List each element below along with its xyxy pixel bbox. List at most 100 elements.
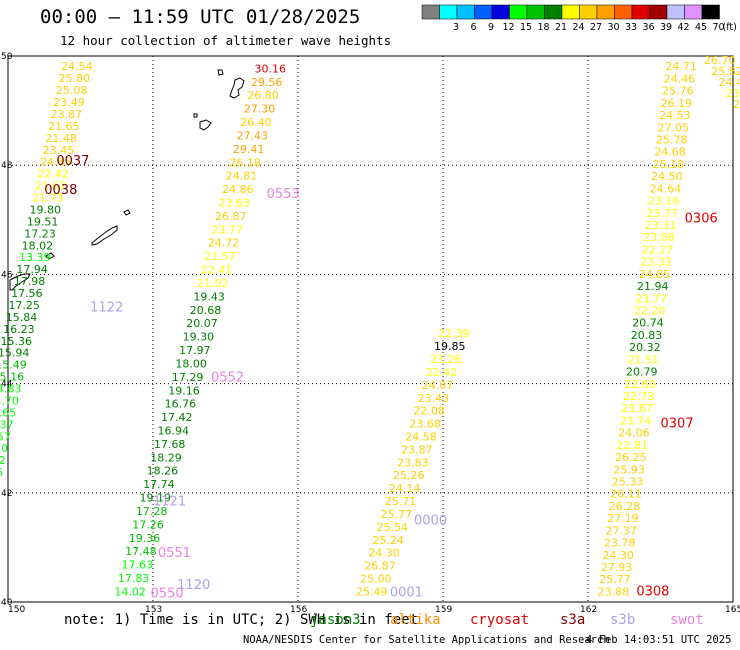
swh-label: 23.26: [430, 353, 462, 366]
satellite-jason3: jason3: [310, 612, 361, 628]
swh-label: 24.53: [659, 109, 691, 122]
legend-swatch: [544, 4, 563, 20]
swh-label: 22.39: [438, 327, 470, 340]
swh-label: 25.71: [385, 495, 417, 508]
chart-title: 00:00 — 11:59 UTC 01/28/2025: [40, 6, 361, 28]
island-shape: [9, 273, 31, 291]
swh-label: 25.18: [653, 158, 685, 171]
swh-label: 24.06: [618, 427, 650, 440]
swh-label: 23.33: [640, 256, 672, 269]
swh-label: 17.29: [172, 371, 204, 384]
swh-label: 21.48: [45, 132, 76, 145]
y-tick-label: 40: [1, 598, 13, 608]
swh-label: 13.26: [0, 466, 3, 479]
swh-label: 23.87: [51, 108, 83, 121]
track-time-label: 0306: [685, 212, 718, 227]
track-time-label: 0308: [636, 584, 669, 599]
legend-label: 24: [572, 22, 584, 33]
swh-label: 27.37: [606, 524, 638, 537]
plot-frame: [7, 55, 734, 603]
swh-label: 24.71: [665, 60, 697, 73]
footer-credit: NOAA/NESDIS Center for Satellite Applica…: [243, 634, 610, 646]
swh-label: 27.93: [601, 561, 633, 574]
grid-lines: [8, 56, 733, 602]
swh-label: 15.16: [0, 371, 24, 384]
swh-label: 17.26: [132, 518, 164, 531]
swh-label: 17.68: [154, 438, 186, 451]
swh-label: 15.84: [6, 311, 38, 324]
swh-label: 22.20: [634, 304, 666, 317]
legend-label: 30: [607, 22, 619, 33]
swh-label: 17.63: [122, 559, 153, 572]
swh-label: 17.42: [161, 411, 193, 424]
swh-label: 24.68: [654, 146, 686, 159]
legend-swatch: [701, 4, 720, 20]
track-time-label: 1121: [153, 494, 186, 509]
swh-label: 25.82: [711, 65, 740, 78]
island-shape: [45, 252, 55, 260]
swh-label: 20.83: [631, 329, 663, 342]
x-tick-label: 165: [725, 605, 740, 615]
swh-label: 22.42: [37, 168, 69, 181]
swh-label: 24.58: [405, 430, 437, 443]
satellite-cryosat: cryosat: [470, 612, 530, 628]
legend-swatch: [631, 4, 650, 20]
swh-label: 25.26: [393, 469, 425, 482]
swh-label: 22.08: [414, 405, 446, 418]
satellite-s3a: s3a: [560, 612, 586, 628]
swh-label: 24.50: [651, 170, 683, 183]
legend-swatch: [579, 4, 598, 20]
swh-label: 23.31: [645, 219, 677, 232]
legend-unit: (ft): [723, 22, 737, 33]
swh-label: 23.8: [726, 87, 740, 100]
data-marks: 24.5425.8025.0823.4923.8721.6521.4823.45…: [0, 54, 740, 601]
swh-label: 15.49: [0, 359, 27, 372]
swh-label: 19.36: [129, 532, 161, 545]
swh-label: 18.26: [147, 465, 179, 478]
swh-label: 14.70: [0, 394, 19, 407]
swh-label: 24.46: [664, 72, 696, 85]
track-time-label: 0000: [414, 513, 447, 528]
series-s3a: 24.5425.8025.0823.4923.8721.6521.4823.45…: [0, 60, 93, 491]
swh-label: 26.28: [609, 500, 641, 513]
swh-label: 17.48: [125, 545, 157, 558]
footer-timestamp: 4 Feb 14:03:51 UTC 2025: [586, 634, 732, 646]
swh-label: 25.77: [599, 573, 631, 586]
swh-label: 17.56: [11, 287, 43, 300]
swh-label: 22.41: [201, 264, 233, 277]
legend-label: 33: [625, 22, 637, 33]
coastline: [9, 69, 245, 291]
swh-label: 22.81: [617, 439, 649, 452]
swh-label: 25.76: [662, 85, 694, 98]
swh-label: 17.23: [24, 227, 56, 240]
swh-label: 24.14: [389, 482, 421, 495]
swh-label: 25.49: [356, 585, 388, 598]
satellite-swot: swot: [670, 612, 704, 628]
swh-label: 27.30: [244, 103, 276, 116]
swh-label: 25.78: [656, 133, 688, 146]
swh-label: 20.79: [626, 366, 658, 379]
x-tick-label: 162: [580, 605, 597, 615]
swh-label: 17.98: [14, 275, 46, 288]
note-text: note: 1) Time is in UTC; 2) SWH is in fe…: [64, 612, 419, 628]
swh-label: 20.74: [632, 317, 664, 330]
swh-label: 22.60: [624, 378, 656, 391]
swh-label: 25.00: [360, 573, 392, 586]
swh-label: 19.30: [183, 331, 215, 344]
y-tick-label: 48: [1, 161, 13, 171]
legend-label: 45: [695, 22, 707, 33]
island-shape: [193, 113, 198, 118]
swh-label: 23.83: [397, 456, 429, 469]
legend-swatch: [474, 4, 493, 20]
swh-label: 14.83: [0, 383, 21, 396]
swh-label: 23.88: [598, 585, 630, 598]
swh-label: 30.16: [255, 62, 287, 75]
x-tick-label: 159: [435, 605, 452, 615]
swh-label: 17.94: [16, 263, 48, 276]
swh-label: 23.43: [418, 392, 450, 405]
swh-label: 29.41: [233, 143, 265, 156]
swh-label: 14.02: [114, 585, 146, 598]
swh-label: 26.25: [615, 451, 647, 464]
